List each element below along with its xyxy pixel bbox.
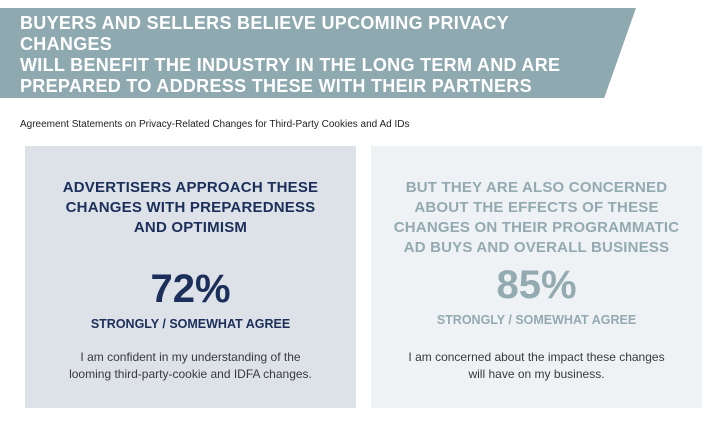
concerns-agree-label: STRONGLY / SOMEWHAT AGREE [436,313,637,327]
advertisers-agree-label: STRONGLY / SOMEWHAT AGREE [90,317,291,331]
concerns-panel: BUT THEY ARE ALSO CONCERNED ABOUT THE EF… [371,146,702,408]
advertisers-heading: ADVERTISERS APPROACH THESE CHANGES WITH … [62,179,319,236]
concerns-statement: I am concerned about the impact these ch… [408,350,665,381]
concerns-heading: BUT THEY ARE ALSO CONCERNED ABOUT THE EF… [393,179,680,256]
advertisers-percent: 72% [150,267,231,311]
banner-title: BUYERS AND SELLERS BELIEVE UPCOMING PRIV… [20,13,561,96]
header-banner [0,8,636,98]
advertisers-statement: I am confident in my understanding of th… [69,350,312,381]
chart-subtitle: Agreement Statements on Privacy-Related … [20,119,410,130]
advertisers-panel: ADVERTISERS APPROACH THESE CHANGES WITH … [25,146,356,408]
concerns-percent: 85% [496,263,577,307]
